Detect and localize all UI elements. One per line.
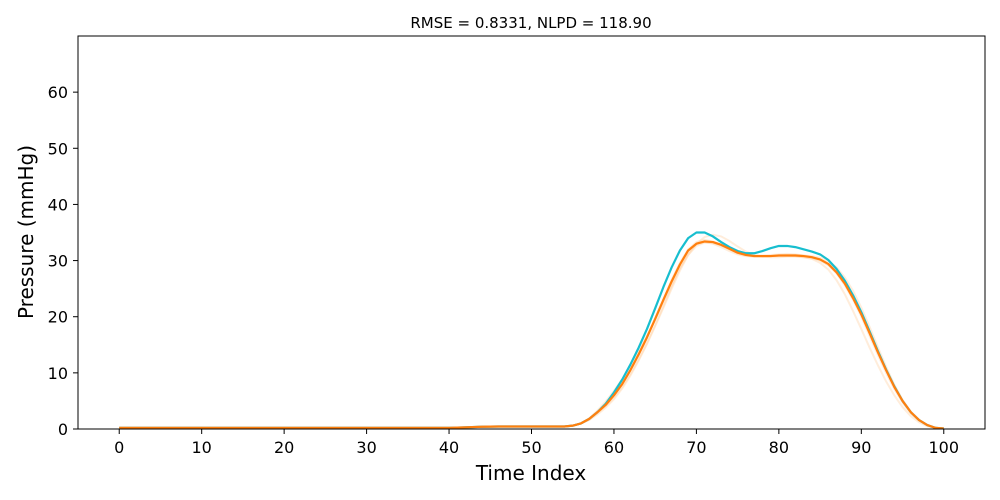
y-axis-label: Pressure (mmHg) [14, 145, 38, 319]
x-tick-label: 90 [851, 438, 871, 457]
x-tick-label: 10 [192, 438, 212, 457]
y-tick-label: 10 [48, 364, 68, 383]
x-tick-label: 80 [769, 438, 789, 457]
prediction-mean-line [119, 240, 944, 430]
y-tick-label: 20 [48, 308, 68, 327]
x-axis-ticks: 0 10 20 30 40 50 60 70 80 90 100 [114, 429, 959, 457]
x-axis-label: Time Index [475, 461, 587, 485]
y-tick-label: 0 [58, 420, 68, 439]
y-tick-label: 30 [48, 252, 68, 271]
x-tick-label: 40 [439, 438, 459, 457]
x-tick-label: 70 [686, 438, 706, 457]
y-tick-label: 50 [48, 139, 68, 158]
x-tick-label: 20 [274, 438, 294, 457]
x-tick-label: 30 [356, 438, 376, 457]
x-tick-label: 0 [114, 438, 124, 457]
x-tick-label: 100 [928, 438, 959, 457]
series-lines [119, 231, 944, 430]
y-tick-label: 60 [48, 83, 68, 102]
x-tick-label: 50 [521, 438, 541, 457]
y-tick-label: 40 [48, 195, 68, 214]
y-axis-ticks: 0 10 20 30 40 50 60 [48, 83, 78, 439]
x-tick-label: 60 [604, 438, 624, 457]
chart-title: RMSE = 0.8331, NLPD = 118.90 [410, 14, 651, 32]
